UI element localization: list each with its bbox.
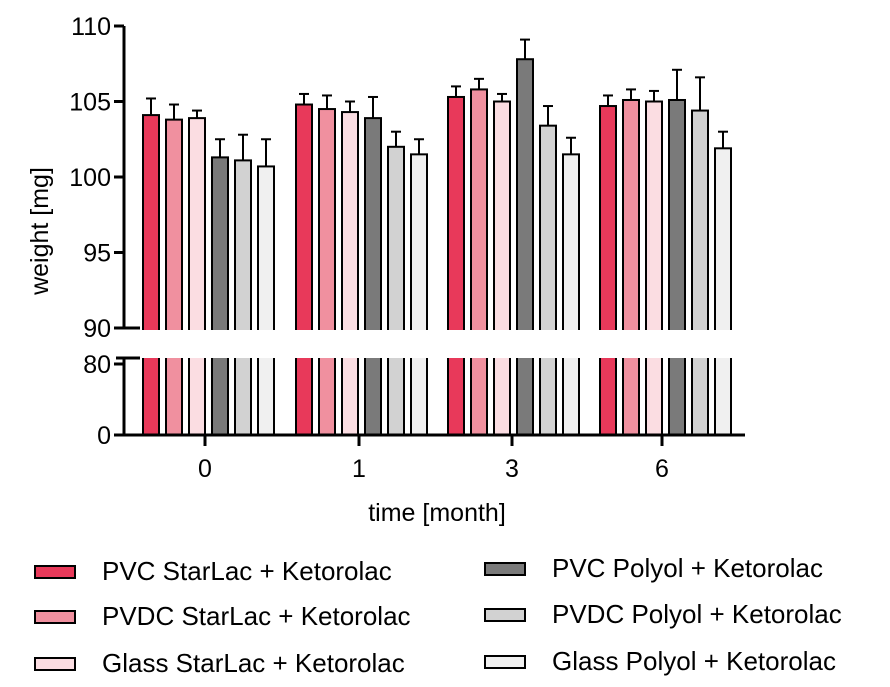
legend-item: PVDC Polyol + Ketorolac: [484, 599, 842, 630]
bar-chart: 90 95 100 105 110 0 80 0 1 3 6 weight [mg] time [m…: [0, 13, 890, 527]
bar: [645, 100, 663, 436]
legend-label: PVDC Polyol + Ketorolac: [552, 599, 842, 629]
bar: [493, 100, 511, 436]
bar: [470, 88, 488, 436]
x-tick-label: 3: [505, 455, 519, 483]
bar: [516, 58, 534, 436]
legend-swatch-3: [484, 561, 526, 576]
legend-label: PVC StarLac + Ketorolac: [102, 556, 392, 586]
legend-label: Glass StarLac + Ketorolac: [102, 648, 405, 678]
error-bars-layer: [146, 38, 728, 167]
bar: [165, 118, 183, 437]
y-tick-label: 95: [83, 240, 111, 268]
bar: [142, 114, 160, 436]
legend-swatch-0: [34, 564, 76, 579]
legend-label: Glass Polyol + Ketorolac: [552, 646, 836, 676]
legend-label: PVDC StarLac + Ketorolac: [102, 601, 411, 631]
legend-item: PVC StarLac + Ketorolac: [34, 556, 392, 587]
y-tick-label: 105: [69, 89, 111, 117]
x-tick-label: 6: [655, 455, 669, 483]
bars-layer: [142, 58, 732, 437]
bar: [447, 95, 465, 436]
bar: [364, 117, 382, 437]
x-tick-label: 1: [352, 455, 366, 483]
x-tick-label: 0: [198, 455, 212, 483]
bar: [295, 103, 313, 437]
y-tick-label: 80: [83, 351, 111, 379]
bar: [691, 109, 709, 436]
bar: [410, 153, 428, 436]
bar: [562, 153, 580, 436]
x-axis-label: time [month]: [368, 499, 506, 527]
bar: [668, 98, 686, 437]
bar: [234, 159, 252, 436]
y-tick-label: 100: [69, 164, 111, 192]
bar: [341, 111, 359, 436]
y-tick-label: 0: [97, 422, 111, 450]
y-tick-label: 110: [71, 13, 111, 41]
legend-swatch-4: [484, 607, 526, 622]
legend-item: PVDC StarLac + Ketorolac: [34, 601, 411, 632]
bar: [211, 156, 229, 436]
bar: [257, 165, 275, 436]
bar: [599, 105, 617, 436]
bar: [539, 124, 557, 436]
axes-layer: 90 95 100 105 110 0 80 0 1 3 6: [0, 13, 890, 483]
legend-item: Glass StarLac + Ketorolac: [34, 648, 405, 679]
bar: [318, 108, 336, 437]
bar: [387, 145, 405, 437]
bar: [188, 117, 206, 437]
bar: [622, 98, 640, 437]
legend-item: PVC Polyol + Ketorolac: [484, 553, 823, 584]
axis-break-band: [0, 330, 890, 358]
y-tick-label: 90: [83, 315, 111, 343]
legend-swatch-5: [484, 654, 526, 669]
y-axis-label: weight [mg]: [26, 167, 54, 296]
legend-swatch-2: [34, 656, 76, 671]
legend-label: PVC Polyol + Ketorolac: [552, 553, 823, 583]
bar: [714, 147, 732, 436]
legend-item: Glass Polyol + Ketorolac: [484, 646, 836, 677]
legend-swatch-1: [34, 609, 76, 624]
